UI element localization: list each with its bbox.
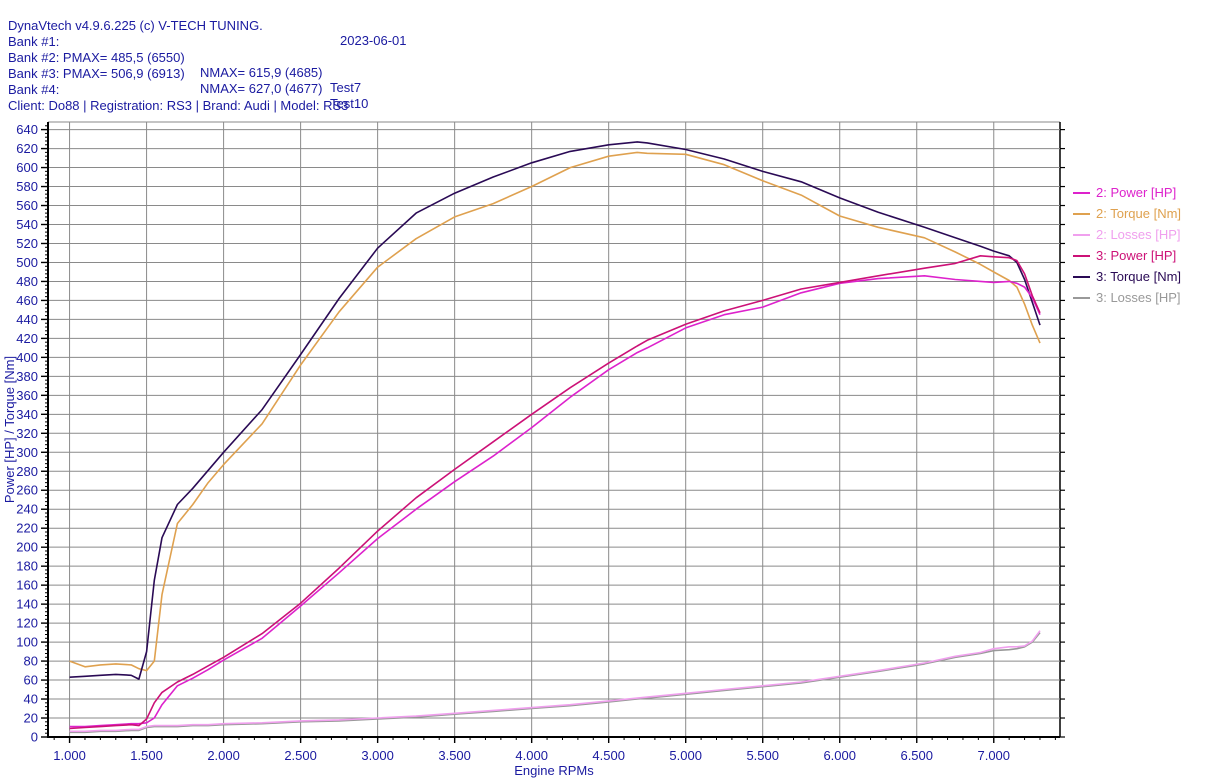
y-tick-label: 500 [16, 255, 38, 270]
x-tick-label: 4.000 [515, 748, 548, 763]
legend-line-swatch-torque-2 [1073, 212, 1090, 215]
x-tick-label: 2.000 [207, 748, 240, 763]
y-tick-label: 20 [24, 711, 38, 726]
x-axis-title: Engine RPMs [514, 763, 594, 778]
legend-item-torque-3: 3: Torque [Nm] [1073, 266, 1181, 287]
y-tick-label: 560 [16, 198, 38, 213]
y-tick-label: 380 [16, 369, 38, 384]
y-tick-label: 440 [16, 312, 38, 327]
legend-label-power-3: 3: Power [HP] [1096, 248, 1177, 263]
legend-line-swatch-power-2 [1073, 191, 1090, 194]
curve-power-2 [69, 274, 1041, 728]
x-tick-label: 2.500 [284, 748, 317, 763]
y-tick-label: 180 [16, 559, 38, 574]
x-tick-label: 3.000 [361, 748, 394, 763]
y-tick-label: 420 [16, 331, 38, 346]
y-tick-label: 140 [16, 597, 38, 612]
y-tick-label: 200 [16, 540, 38, 555]
curve-torque-2 [69, 151, 1041, 672]
app-title: DynaVtech v4.9.6.225 (c) V-TECH TUNING. [8, 18, 263, 33]
legend-label-torque-3: 3: Torque [Nm] [1096, 269, 1182, 284]
y-tick-label: 340 [16, 407, 38, 422]
x-tick-label: 3.500 [438, 748, 471, 763]
legend-item-losses-2: 2: Losses [HP] [1073, 224, 1181, 245]
report-date: 2023-06-01 [340, 33, 407, 48]
bank2-pmax: Bank #2: PMAX= 485,5 (6550) [8, 50, 185, 65]
curve-losses-3 [69, 632, 1041, 734]
y-tick-label: 460 [16, 293, 38, 308]
x-tick-label: 4.500 [592, 748, 625, 763]
y-tick-label: 640 [16, 122, 38, 137]
x-tick-label: 1.500 [130, 748, 163, 763]
y-tick-label: 100 [16, 635, 38, 650]
curve-torque-3 [69, 141, 1041, 680]
y-tick-label: 600 [16, 160, 38, 175]
y-tick-label: 160 [16, 578, 38, 593]
curve-power-3 [69, 255, 1041, 730]
legend-item-losses-3: 3: Losses [HP] [1073, 287, 1181, 308]
y-tick-label: 480 [16, 274, 38, 289]
y-tick-label: 60 [24, 673, 38, 688]
x-tick-label: 5.000 [669, 748, 702, 763]
x-tick-label: 7.000 [977, 748, 1010, 763]
y-tick-label: 520 [16, 236, 38, 251]
legend-label-torque-2: 2: Torque [Nm] [1096, 206, 1182, 221]
y-tick-label: 300 [16, 445, 38, 460]
y-tick-label: 320 [16, 426, 38, 441]
x-tick-label: 6.000 [823, 748, 856, 763]
legend-label-power-2: 2: Power [HP] [1096, 185, 1177, 200]
chart-legend: 2: Power [HP] 2: Torque [Nm] 2: Losses [HP… [1073, 182, 1181, 308]
y-tick-label: 580 [16, 179, 38, 194]
bank3-test-name: Test10 [330, 96, 369, 111]
y-tick-label: 40 [24, 692, 38, 707]
client-info-line: Client: Do88 | Registration: RS3 | Brand… [8, 98, 349, 113]
y-tick-label: 620 [16, 141, 38, 156]
y-tick-label: 260 [16, 483, 38, 498]
y-tick-label: 280 [16, 464, 38, 479]
y-tick-label: 0 [31, 730, 38, 745]
legend-line-swatch-power-3 [1073, 254, 1090, 257]
y-tick-label: 540 [16, 217, 38, 232]
legend-line-swatch-losses-3 [1073, 296, 1090, 299]
y-tick-label: 240 [16, 502, 38, 517]
legend-item-power-3: 3: Power [HP] [1073, 245, 1181, 266]
legend-line-swatch-losses-2 [1073, 233, 1090, 236]
y-tick-label: 360 [16, 388, 38, 403]
bank2-test-name: Test7 [330, 80, 362, 95]
x-tick-label: 5.500 [746, 748, 779, 763]
bank2-nmax: NMAX= 615,9 (4685) [200, 65, 323, 80]
legend-label-losses-3: 3: Losses [HP] [1096, 290, 1181, 305]
bank1-line: Bank #1: [8, 34, 60, 49]
y-axis-title: Power [HP] / Torque [Nm] [2, 356, 17, 503]
y-tick-label: 120 [16, 616, 38, 631]
bank3-pmax: Bank #3: PMAX= 506,9 (6913) [8, 66, 185, 81]
curve-losses-2 [69, 630, 1041, 733]
legend-item-torque-2: 2: Torque [Nm] [1073, 203, 1181, 224]
legend-label-losses-2: 2: Losses [HP] [1096, 227, 1181, 242]
report-header: DynaVtech v4.9.6.225 (c) V-TECH TUNING. … [0, 0, 1212, 113]
bank4-line: Bank #4: [8, 82, 60, 97]
bank3-nmax: NMAX= 627,0 (4677) [200, 81, 323, 96]
y-tick-label: 400 [16, 350, 38, 365]
x-tick-label: 6.500 [900, 748, 933, 763]
y-tick-label: 80 [24, 654, 38, 669]
legend-item-power-2: 2: Power [HP] [1073, 182, 1181, 203]
y-tick-label: 220 [16, 521, 38, 536]
x-tick-label: 1.000 [53, 748, 86, 763]
legend-line-swatch-torque-3 [1073, 275, 1090, 278]
